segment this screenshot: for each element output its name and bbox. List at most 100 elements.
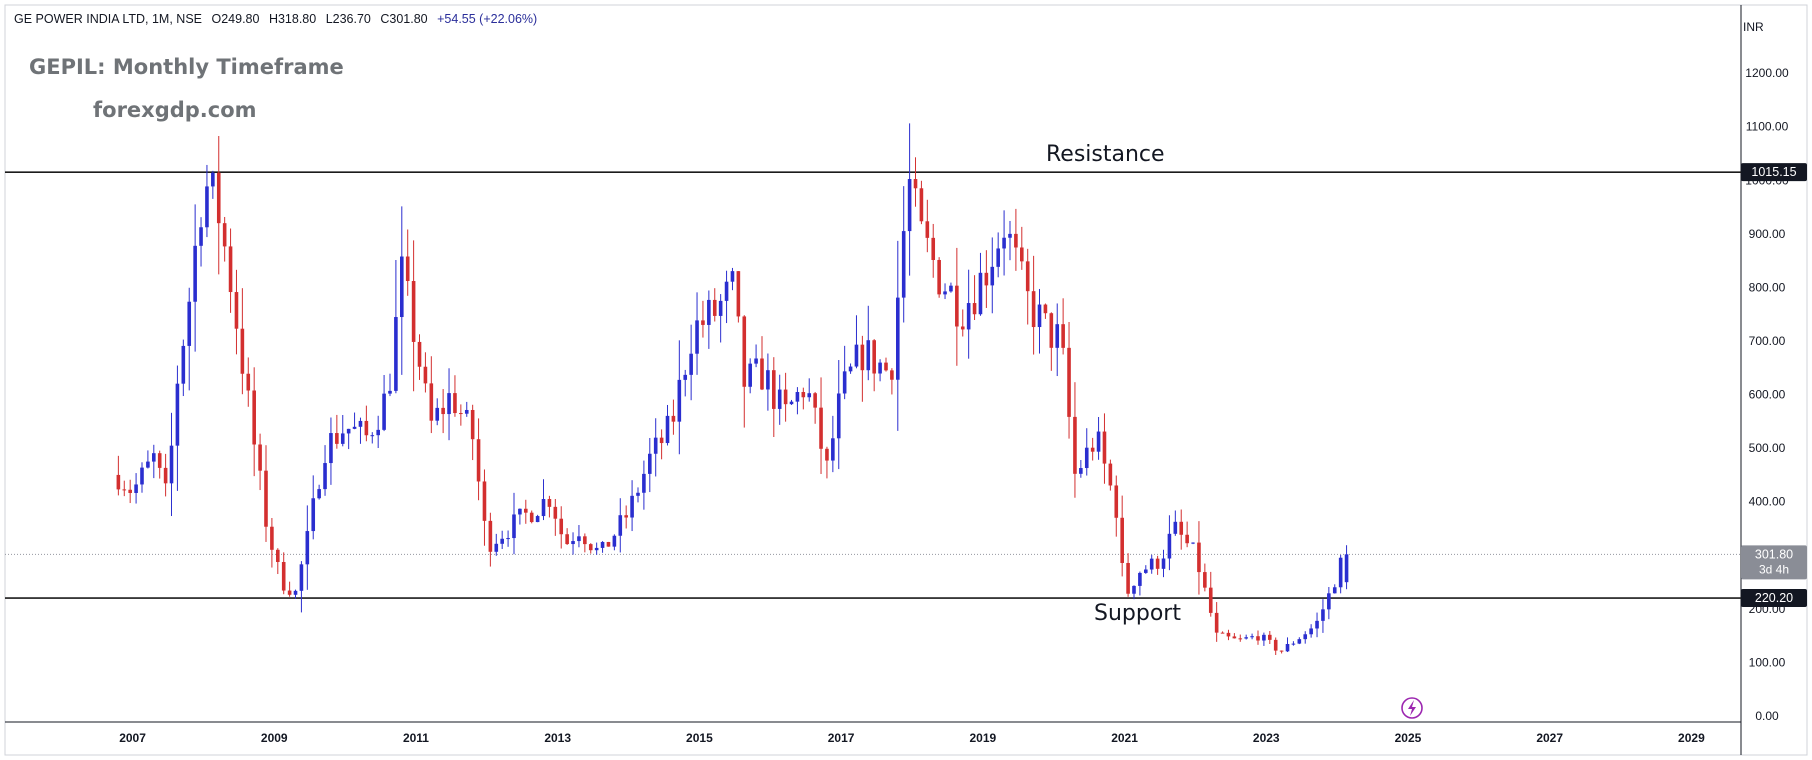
candle-body [181, 345, 186, 384]
candle-body [718, 300, 723, 316]
symbol-name[interactable]: GE POWER INDIA LTD, 1M, NSE [14, 12, 202, 26]
candle-body [311, 498, 316, 532]
candle-body [529, 512, 534, 523]
candle-body [1167, 533, 1172, 559]
candle-body [240, 328, 245, 374]
candle-body [677, 379, 682, 422]
candle-body [931, 237, 936, 260]
chart-frame [4, 4, 1808, 756]
candle-body [1321, 609, 1325, 621]
candle-body [482, 481, 487, 521]
candle-body [943, 291, 947, 295]
candle-body [766, 370, 770, 390]
candle-body [1102, 431, 1107, 464]
currency-label[interactable]: INR [1743, 20, 1764, 34]
low-value: L236.70 [325, 12, 371, 26]
candle-body [772, 370, 776, 409]
candle-body [712, 299, 717, 316]
price-tick-label: 1200.00 [1745, 66, 1789, 80]
candle-body [157, 453, 162, 468]
candle-body [405, 256, 410, 282]
candle-body [1043, 304, 1048, 314]
candle-body [819, 407, 823, 449]
candle-body [978, 272, 983, 315]
time-axis[interactable]: 2007 2009 2011 2013 2015 2017 2019 2021 2023 2025… [119, 731, 1705, 745]
candle-body [648, 453, 652, 474]
price-tick-label: 900.00 [1749, 227, 1786, 241]
candle-body [1273, 639, 1278, 651]
candle-body [860, 344, 865, 371]
candle-body [689, 353, 693, 375]
resistance-annotation: Resistance [1046, 142, 1165, 167]
candle-body [653, 437, 658, 454]
candle-body [671, 415, 676, 422]
candle-body [736, 271, 741, 317]
candle-body [358, 420, 363, 427]
candle-body [1185, 534, 1189, 544]
candle-body [376, 429, 380, 436]
candle-body [1090, 447, 1095, 452]
candle-body [1291, 643, 1296, 645]
candle-body [701, 320, 705, 325]
candle-body [464, 409, 469, 414]
candle-body [1279, 650, 1284, 652]
candle-body [1096, 431, 1101, 452]
candle-body [1191, 542, 1195, 544]
candle-body [730, 271, 735, 282]
candle-body [1061, 324, 1065, 348]
candle-body [878, 362, 882, 374]
time-tick-label: 2021 [1111, 731, 1138, 745]
candle-body [193, 245, 197, 302]
candle-body [724, 281, 729, 301]
candle-body [494, 543, 499, 552]
candle-body [1203, 572, 1207, 588]
time-tick-label: 2027 [1536, 731, 1563, 745]
candle-body [1197, 542, 1201, 573]
candle-body [742, 316, 747, 387]
candle-body [1220, 632, 1225, 634]
candle-body [1338, 557, 1343, 588]
candle-body [559, 518, 564, 535]
candle-body [1179, 521, 1184, 535]
candle-body [1161, 558, 1166, 569]
candle-body [222, 223, 227, 247]
candle-body [1344, 554, 1349, 583]
candle-body [896, 297, 900, 380]
candle-body [122, 489, 127, 491]
price-tick-label: 600.00 [1749, 388, 1786, 402]
candle-body [571, 541, 575, 545]
change-value: +54.55 (+22.06%) [437, 12, 538, 26]
candle-body [1232, 636, 1237, 639]
lightning-icon-bolt [1408, 700, 1416, 716]
candle-body [807, 393, 812, 398]
candle-body [854, 344, 859, 367]
price-tick-label: 400.00 [1749, 495, 1786, 509]
candle-body [801, 392, 806, 398]
time-tick-label: 2017 [828, 731, 855, 745]
candle-body [524, 508, 528, 513]
candle-body [382, 393, 386, 430]
candle-body [1297, 639, 1302, 644]
candle-body [831, 438, 835, 461]
candle-body [1256, 636, 1260, 641]
candle-body [630, 495, 634, 518]
support-tag-bg [1741, 589, 1807, 608]
time-tick-label: 2015 [686, 731, 713, 745]
price-tick-label: 500.00 [1749, 441, 1786, 455]
candle-body [1002, 237, 1006, 249]
lightning-icon[interactable] [1401, 697, 1423, 719]
candle-body [1079, 468, 1083, 474]
countdown-tag-label: 3d 4h [1759, 562, 1789, 576]
candle-body [152, 453, 156, 462]
candle-body [340, 433, 345, 444]
candle-body [1315, 620, 1319, 629]
candle-body [1108, 463, 1113, 486]
candle-body [996, 248, 1000, 267]
candle-body [199, 227, 203, 246]
candle-body [1031, 291, 1036, 328]
candle-body [305, 531, 310, 565]
candle-body [1114, 485, 1119, 518]
candle-body [1332, 587, 1337, 594]
candle-body [1132, 585, 1136, 594]
